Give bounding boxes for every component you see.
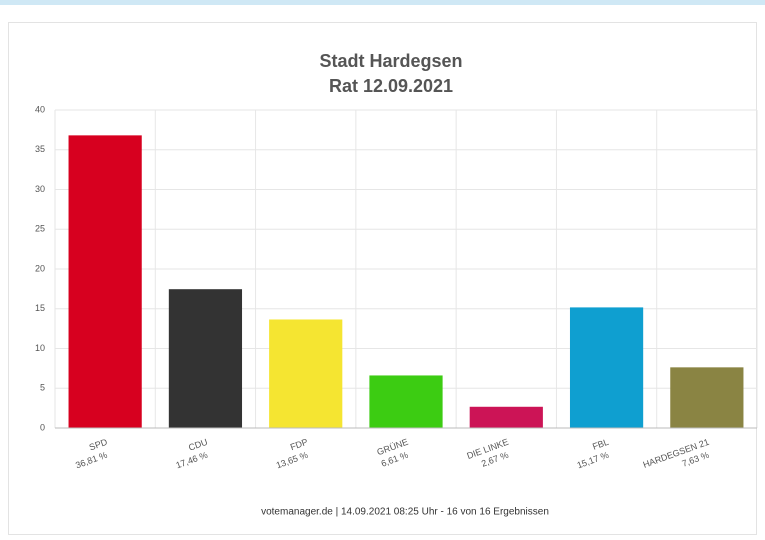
bar — [369, 375, 443, 428]
bar — [670, 367, 744, 428]
bar — [269, 319, 343, 428]
y-tick-label: 0 — [40, 422, 45, 432]
y-tick-label: 30 — [35, 184, 45, 194]
y-tick-label: 25 — [35, 224, 45, 234]
y-tick-label: 20 — [35, 263, 45, 273]
y-tick-label: 35 — [35, 144, 45, 154]
bar — [469, 406, 543, 428]
chart-subtitle: Rat 12.09.2021 — [329, 76, 453, 96]
y-tick-label: 5 — [40, 383, 45, 393]
top-strip — [0, 0, 765, 5]
y-tick-label: 40 — [35, 104, 45, 114]
chart-title: Stadt Hardegsen — [319, 51, 462, 71]
footer: votemanager.de | 14.09.2021 08:25 Uhr - … — [261, 507, 549, 518]
bar — [68, 135, 142, 428]
bar — [569, 307, 644, 428]
bar — [168, 289, 243, 428]
y-tick-label: 10 — [35, 343, 45, 353]
y-tick-label: 15 — [35, 303, 45, 313]
